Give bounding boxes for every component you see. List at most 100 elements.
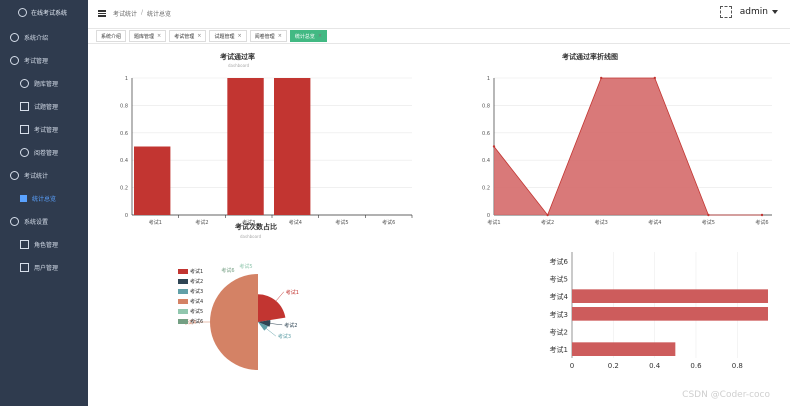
- sidebar-item-label: 系统设置: [24, 219, 49, 226]
- tick-label: 考试1: [487, 219, 500, 226]
- tick-label: 0: [570, 362, 574, 370]
- close-icon[interactable]: ×: [277, 33, 282, 39]
- sidebar-item-label: 角色管理: [34, 242, 59, 249]
- tick-label: 0: [125, 213, 128, 219]
- sidebar-item[interactable]: 用户管理: [0, 256, 88, 279]
- legend-label: 考试6: [190, 318, 204, 325]
- header: 考试统计 / 统计总览 admin: [88, 0, 790, 29]
- tick-label: 0.2: [482, 186, 490, 192]
- breadcrumb: 考试统计 / 统计总览: [113, 9, 171, 18]
- legend-swatch: [178, 288, 188, 294]
- dashboard: 考试通过率 dashboard 0 0.2 0.4 0.6 0.8 1 考试1 考试2 考试3 考…: [88, 44, 790, 406]
- sidebar-title: 在线考试系统: [31, 9, 68, 17]
- data-point: [760, 213, 764, 217]
- gear-icon: [20, 79, 29, 88]
- sidebar-item-label: 统计总览: [32, 196, 57, 203]
- data-point: [600, 76, 603, 80]
- legend-swatch: [178, 318, 188, 324]
- tick-label: 考试3: [595, 219, 608, 226]
- chart-title: 考试次数占比: [235, 223, 277, 231]
- close-icon[interactable]: ×: [317, 33, 323, 39]
- tab[interactable]: 系统介绍: [96, 30, 127, 42]
- tick-label: 考试6: [382, 219, 395, 226]
- sidebar-item[interactable]: 阅卷管理: [0, 141, 88, 164]
- tabs-bar: 系统介绍 题库管理 × 考试管理 × 试题管理 × 阅卷管理 × 统计总览 ×: [88, 29, 790, 44]
- sidebar-brand[interactable]: 在线考试系统: [0, 0, 88, 24]
- legend-label: 考试3: [190, 288, 204, 295]
- sidebar-item[interactable]: 系统介绍: [0, 26, 88, 49]
- bar: [572, 342, 676, 356]
- close-icon[interactable]: ×: [237, 33, 242, 39]
- breadcrumb-separator: /: [141, 9, 144, 16]
- tick-label: 考试4: [648, 219, 661, 226]
- legend-item[interactable]: 考试1: [178, 266, 203, 276]
- gear-icon: [10, 33, 19, 42]
- sidebar-item[interactable]: 角色管理: [0, 233, 88, 256]
- bar: [274, 78, 311, 215]
- hamburger-icon[interactable]: [98, 9, 106, 17]
- fullscreen-icon[interactable]: [719, 6, 732, 18]
- slice-label: 考试5: [239, 263, 252, 270]
- tab-label: 考试管理: [174, 33, 195, 40]
- legend-label: 考试4: [190, 298, 204, 305]
- legend-item[interactable]: 考试6: [178, 316, 203, 326]
- tab[interactable]: 统计总览 ×: [289, 30, 328, 42]
- tick-label: 考试4: [550, 292, 569, 301]
- tab-label: 阅卷管理: [254, 33, 275, 40]
- tab[interactable]: 试题管理 ×: [209, 30, 247, 42]
- legend-label: 考试1: [190, 268, 204, 275]
- user-menu[interactable]: admin: [740, 7, 778, 17]
- bar: [134, 146, 171, 215]
- slice-label: 考试3: [278, 333, 291, 340]
- close-icon[interactable]: ×: [197, 33, 202, 39]
- tick-label: 1: [125, 76, 128, 82]
- legend-item[interactable]: 考试4: [178, 296, 203, 306]
- breadcrumb-item[interactable]: 考试统计: [113, 11, 138, 18]
- sidebar-item[interactable]: 试题管理: [0, 95, 88, 118]
- tab-label: 题库管理: [134, 33, 155, 40]
- close-icon[interactable]: ×: [157, 33, 162, 39]
- slice-label: 考试6: [221, 267, 234, 274]
- tab[interactable]: 考试管理 ×: [169, 30, 207, 42]
- tick-label: 考试2: [541, 219, 554, 226]
- sidebar-item[interactable]: 统计总览: [0, 187, 88, 210]
- chart-icon: [20, 195, 27, 202]
- data-point: [653, 76, 656, 80]
- sidebar-item[interactable]: 考试统计: [0, 164, 88, 187]
- legend-item[interactable]: 考试2: [178, 276, 203, 286]
- slice-label: 考试2: [284, 322, 297, 329]
- gear-icon: [18, 7, 27, 17]
- document-icon: [20, 102, 29, 111]
- tick-label: 0.8: [120, 103, 128, 109]
- leader-line: [275, 291, 284, 302]
- tick-label: 0.2: [608, 362, 619, 370]
- tab[interactable]: 阅卷管理 ×: [249, 30, 287, 42]
- caret-down-icon: [772, 10, 778, 14]
- tick-label: 考试5: [335, 219, 348, 226]
- sidebar: 在线考试系统 系统介绍 考试管理 题库管理 试题管理 考试管理 阅卷管理 考试统计 统计总览系…: [0, 0, 88, 406]
- sidebar-item[interactable]: 考试管理: [0, 49, 88, 72]
- tab[interactable]: 题库管理 ×: [129, 30, 167, 42]
- chart-pass-rate-hbar: 00.20.40.60.811.2考试1考试2考试3考试4考试5考试6: [550, 252, 768, 370]
- chart-subtitle: dashboard: [228, 63, 250, 68]
- sidebar-menu: 系统介绍 考试管理 题库管理 试题管理 考试管理 阅卷管理 考试统计 统计总览 系统设置 角色管理…: [0, 26, 88, 279]
- tick-label: 0.2: [120, 186, 128, 192]
- legend-label: 考试5: [190, 308, 204, 315]
- tick-label: 考试5: [550, 275, 568, 284]
- legend-item[interactable]: 考试3: [178, 286, 203, 296]
- sidebar-item[interactable]: 系统设置: [0, 210, 88, 233]
- legend-item[interactable]: 考试5: [178, 306, 203, 316]
- tick-label: 0.4: [120, 158, 128, 164]
- leader-line: [266, 328, 277, 337]
- tick-label: 0.4: [649, 362, 661, 370]
- header-right: admin: [719, 6, 778, 18]
- sidebar-item[interactable]: 考试管理: [0, 118, 88, 141]
- tick-label: 0.6: [120, 131, 128, 137]
- chart-pass-rate-bar: 0 0.2 0.4 0.6 0.8 1 考试1 考试2 考试3 考试4 考试5 考试6: [120, 76, 413, 226]
- sidebar-item-label: 阅卷管理: [34, 150, 59, 157]
- chart-title: 考试通过率折线图: [562, 53, 618, 61]
- gear-icon: [10, 56, 19, 65]
- chart-exam-count-pie: 考试1 考试2 考试3 考试4 考试5 考试6: [183, 263, 299, 370]
- sidebar-item[interactable]: 题库管理: [0, 72, 88, 95]
